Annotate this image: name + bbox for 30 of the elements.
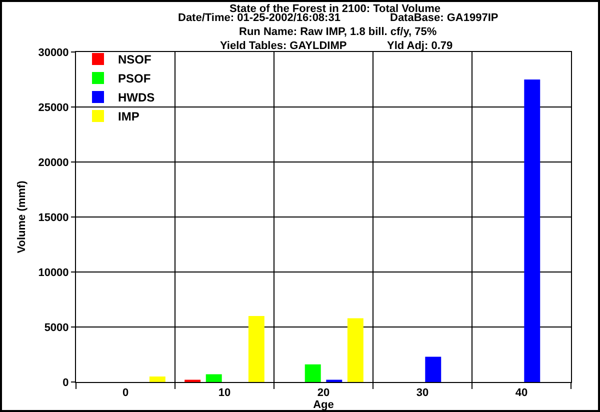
y-tick-label: 20000 <box>38 156 69 169</box>
legend-label: NSOF <box>118 52 152 67</box>
x-tick-label: 30 <box>416 387 429 400</box>
x-tick-label: 40 <box>515 387 528 400</box>
text: DataBase: GA1997IP <box>390 12 498 24</box>
x-axis-title: Age <box>313 399 334 412</box>
annotation: Yield Tables: GAYLDIMP <box>220 40 347 52</box>
bar <box>304 364 321 382</box>
bar <box>425 356 442 382</box>
y-tick-label: 25000 <box>38 102 69 114</box>
y-axis-title: Volume (mmf) <box>16 180 28 254</box>
x-tick-label: 10 <box>218 387 231 400</box>
y-tick-label: 15000 <box>38 212 69 224</box>
text: Run Name: Raw IMP, 1.8 bill. cf/y, 75% <box>239 26 437 38</box>
x-tick-label: 20 <box>317 387 330 400</box>
bar <box>206 374 222 382</box>
legend-label: IMP <box>118 110 140 124</box>
y-tick-label: 30000 <box>38 46 69 59</box>
legend-label: HWDS <box>118 90 155 105</box>
bar <box>149 376 166 382</box>
bar <box>347 318 364 382</box>
y-tick-label: 10000 <box>38 266 69 279</box>
text: Date/Time: 01-25-2002/16:08:31 <box>178 12 340 24</box>
x-tick-label: 0 <box>122 387 129 400</box>
legend-label: PSOF <box>118 72 151 86</box>
annotation: Yld Adj: 0.79 <box>387 40 453 52</box>
bar <box>524 80 540 382</box>
y-tick-label: 5000 <box>44 322 69 334</box>
y-tick-label: 0 <box>62 376 69 389</box>
bar <box>248 316 264 382</box>
